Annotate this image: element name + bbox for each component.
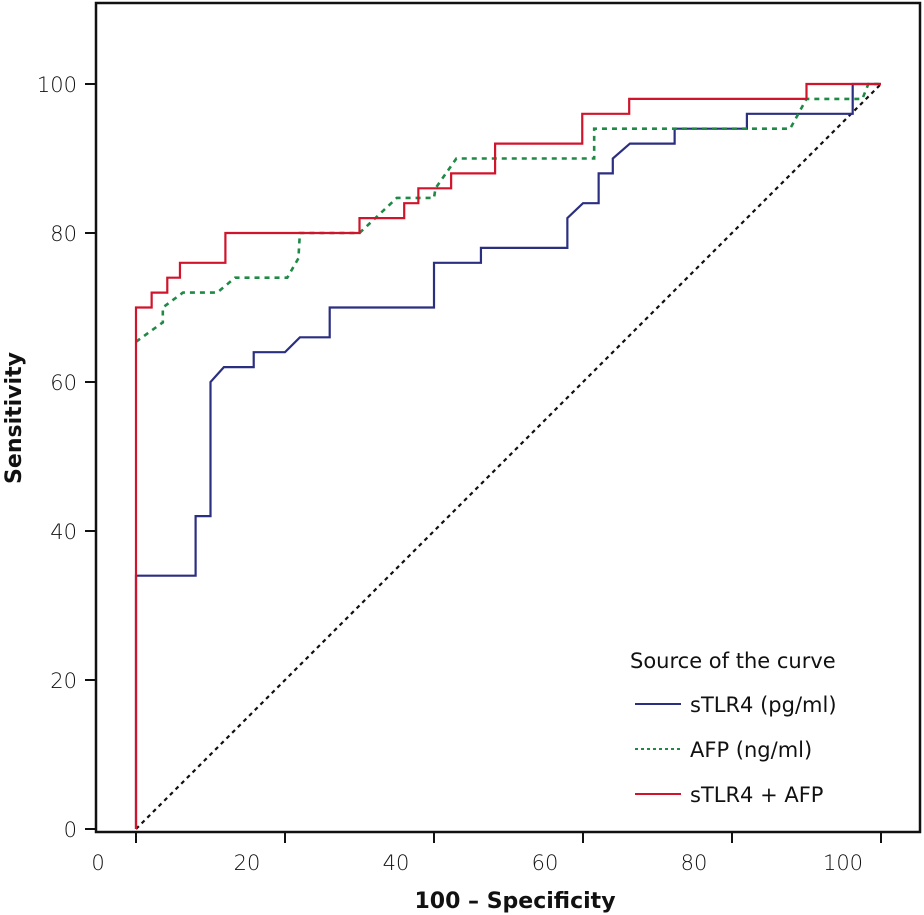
y-tick-label: 40 [50,520,77,544]
x-tick-label: 100 [823,851,863,875]
x-tick-label: 60 [532,851,559,875]
y-tick-label: 0 [64,818,77,842]
series-layer [134,82,881,829]
series-line-afp-ng-ml [135,82,881,343]
y-tick-label: 20 [50,669,77,693]
legend: Source of the curve sTLR4 (pg/ml) AFP (ng… [630,649,837,807]
y-axis-ticks: 0 20 40 60 80 100 [37,73,96,842]
x-axis-title: 100 – Specificity [414,889,615,914]
y-tick-label: 80 [50,222,77,246]
x-tick-label: 20 [234,851,261,875]
x-tick-label: 40 [383,851,410,875]
reference-diagonal-line [135,83,882,830]
x-axis-ticks: 0 20 40 60 80 100 [91,832,882,875]
x-tick-label: 0 [91,851,104,875]
y-axis-title: Sensitivity [2,352,27,484]
legend-label-stlr4-pg-ml: sTLR4 (pg/ml) [690,693,837,717]
legend-label-stlr4-afp: sTLR4 + AFP [690,783,823,807]
series-line-stlr4-pg-ml [134,82,881,829]
legend-title: Source of the curve [630,649,836,673]
legend-label-afp-ng-ml: AFP (ng/ml) [690,738,812,762]
y-tick-label: 60 [50,371,77,395]
series-line-stlr4-afp [134,82,881,829]
x-tick-label: 80 [681,851,708,875]
plot-frame [94,1,922,834]
y-tick-label: 100 [37,73,77,97]
reference-line-layer [135,83,882,830]
